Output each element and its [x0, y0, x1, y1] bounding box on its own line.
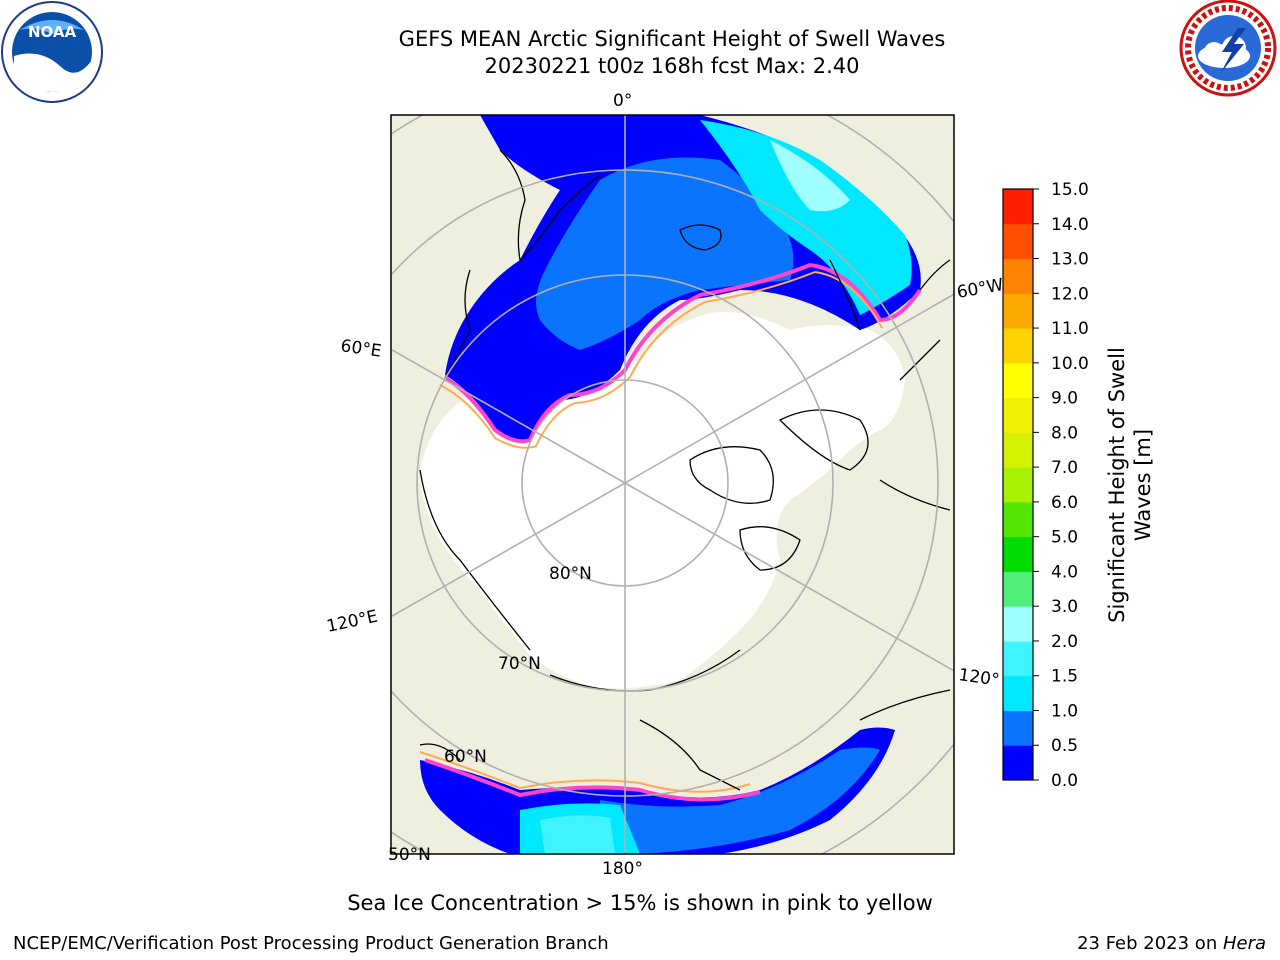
atlantic-swell-mid [536, 157, 794, 350]
colorbar-swatch [1003, 745, 1033, 781]
polar-map [391, 115, 954, 854]
colorbar-swatch [1003, 640, 1033, 677]
colorbar-swatch [1003, 710, 1033, 746]
colorbar-tick-label: 8.0 [1051, 423, 1078, 443]
graticule [391, 115, 954, 854]
chart-subtitle-run: 20230221 t00z 168h fcst Max: 2.40 [484, 54, 860, 78]
credit-date-text: 23 Feb 2023 on [1077, 933, 1223, 954]
colorbar-swatch [1003, 467, 1033, 503]
meridian-60w [624, 293, 954, 484]
colorbar-tick-label: 14.0 [1051, 215, 1089, 235]
colorbar-tick-label: 0.5 [1051, 736, 1078, 756]
label-lon-180: 180° [602, 859, 643, 879]
ice-edge-atlantic [444, 262, 922, 444]
colorbar-swatch [1003, 189, 1033, 225]
noaa-logo: NOAA [1, 1, 103, 103]
label-lat-50: 50°N [388, 845, 431, 865]
colorbar-swatch [1003, 432, 1033, 468]
label-lon-60w: 60°W [955, 275, 1005, 303]
colorbar-swatch [1003, 328, 1033, 364]
colorbar-tick-label: 6.0 [1051, 493, 1078, 513]
colorbar-tick-label: 10.0 [1051, 354, 1089, 374]
colorbar-swatch [1003, 536, 1033, 572]
label-lat-80: 80°N [549, 564, 592, 584]
label-lon-120e: 120°E [325, 607, 380, 637]
colorbar-swatch [1003, 675, 1033, 711]
colorbar-label-line1: Significant Height of Swell [1105, 347, 1129, 623]
meridian-120e [391, 482, 626, 618]
atlantic-swell-high [700, 120, 912, 315]
colorbar-swatch [1003, 223, 1033, 260]
label-lat-70: 70°N [498, 654, 541, 674]
label-lon-0: 0° [613, 91, 632, 111]
noaa-logo-text: NOAA [28, 23, 77, 41]
colorbar-tick-label: 7.0 [1051, 458, 1078, 478]
pacific-swell-mid [600, 747, 880, 854]
colorbar-tick-label: 4.0 [1051, 562, 1078, 582]
pacific-swell-light [540, 815, 615, 854]
colorbar-swatch [1003, 293, 1033, 329]
colorbar-tick-label: 1.0 [1051, 701, 1078, 721]
colorbar-swatch [1003, 258, 1033, 294]
colorbar-swatch [1003, 571, 1033, 607]
colorbar-swatch [1003, 501, 1033, 538]
colorbar-swatch [1003, 397, 1033, 433]
label-lon-60e: 60°E [339, 336, 382, 361]
colorbar-tick-label: 2.0 [1051, 632, 1078, 652]
colorbar-tick-label: 9.0 [1051, 389, 1078, 409]
credit-date: 23 Feb 2023 on Hera [1077, 933, 1266, 954]
colorbar-tick-label: 1.5 [1051, 667, 1078, 687]
ice-edge-pacific-orange [419, 751, 751, 793]
chart-title: GEFS MEAN Arctic Significant Height of S… [398, 27, 946, 51]
meridian-60e [391, 348, 626, 484]
ice-note: Sea Ice Concentration > 15% is shown in … [347, 891, 933, 915]
colorbar: 0.0 0.5 1.0 1.5 2.0 3.0 4.0 5.0 6.0 7.0 8.0 9.0 10.0… [1002, 180, 1089, 791]
meridian-120w [624, 482, 954, 672]
colorbar-tick-label: 3.0 [1051, 597, 1078, 617]
colorbar-tick-label: 15.0 [1051, 180, 1089, 200]
colorbar-tick-label: 11.0 [1051, 319, 1089, 339]
credit-host: Hera [1222, 933, 1266, 954]
nws-logo [1179, 0, 1277, 97]
label-lon-120w: 120° [957, 665, 1000, 691]
colorbar-frame [1002, 188, 1034, 781]
label-lat-60: 60°N [444, 747, 487, 767]
colorbar-tick-label: 12.0 [1051, 284, 1089, 304]
map-frame [390, 114, 955, 855]
colorbar-swatch [1003, 606, 1033, 642]
ice-edge-pacific [424, 758, 761, 802]
colorbar-label-line2: Waves [m] [1131, 429, 1155, 541]
colorbar-tick-label: 13.0 [1051, 250, 1089, 270]
colorbar-swatch [1003, 362, 1033, 399]
coastlines [419, 149, 951, 791]
atlantic-swell-peak [770, 140, 850, 212]
credit-branch: NCEP/EMC/Verification Post Processing Pr… [13, 933, 609, 954]
colorbar-tick-label: 5.0 [1051, 528, 1078, 548]
colorbar-tick-label: 0.0 [1051, 771, 1078, 791]
